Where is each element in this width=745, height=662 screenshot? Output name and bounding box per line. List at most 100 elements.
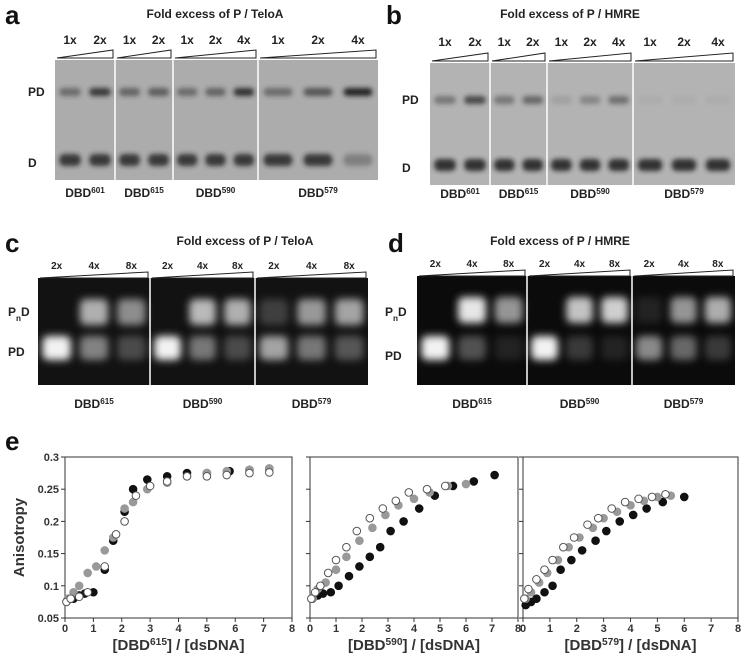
- x-tick-label: 5: [204, 623, 210, 635]
- data-point: [331, 555, 341, 565]
- data-point: [548, 555, 557, 565]
- x-tick-label: 4: [411, 623, 418, 635]
- band: [148, 154, 169, 166]
- y-tick-label: 0.25: [38, 484, 59, 496]
- data-point: [634, 494, 643, 504]
- band-label-part: PD: [8, 345, 25, 359]
- data-point: [131, 491, 141, 500]
- smear: [154, 336, 181, 360]
- gel-title: Fold excess of P / TeloA: [147, 7, 284, 21]
- gel-title: Fold excess of P / HMRE: [490, 234, 630, 248]
- smear: [334, 336, 364, 360]
- band: [551, 96, 572, 104]
- data-point: [461, 479, 471, 489]
- data-point: [120, 517, 129, 526]
- smear: [117, 299, 146, 325]
- lane-label: 2x: [526, 35, 540, 49]
- x-tick-label: 5: [654, 623, 660, 635]
- sample-label: DBD615: [74, 397, 114, 412]
- x-tick-label: 0: [307, 623, 313, 635]
- x-tick-label: 3: [601, 623, 607, 635]
- band: [493, 96, 515, 104]
- band-label-part: PD: [28, 85, 45, 99]
- y-axis-label: Anisotropy: [11, 497, 28, 577]
- lane-label: 2x: [51, 261, 63, 272]
- band: [637, 159, 663, 171]
- plot-frame: [64, 456, 293, 619]
- sample-label-part: DBD: [664, 397, 690, 411]
- lane-label: 8x: [503, 259, 515, 270]
- data-point: [607, 504, 616, 513]
- sample-label: DBD579: [664, 187, 704, 202]
- data-point: [344, 571, 354, 581]
- data-point: [342, 542, 351, 552]
- data-point: [532, 594, 541, 603]
- x-tick-label: 7: [489, 623, 495, 635]
- lane-label: 8x: [232, 261, 244, 272]
- band: [522, 96, 544, 104]
- data-point: [577, 546, 587, 555]
- sample-label-part: DBD: [124, 186, 150, 200]
- x-tick-label: 7: [261, 623, 267, 635]
- lane-label: 1x: [271, 33, 285, 47]
- smear: [224, 299, 251, 325]
- lane-label: 2x: [311, 33, 325, 47]
- sample-label-part: 579: [324, 186, 338, 195]
- data-point: [559, 542, 568, 552]
- data-point: [661, 490, 670, 499]
- band: [89, 154, 111, 166]
- gel-title: Fold excess of P / TeloA: [177, 234, 314, 248]
- data-point: [91, 562, 101, 571]
- y-tick-label: 0.3: [44, 452, 59, 464]
- sample-label-part: DBD: [65, 186, 91, 200]
- panel-letter: c: [5, 228, 19, 258]
- x-axis-label: [DBD615] / [dsDNA]: [113, 637, 245, 655]
- concentration-wedge: [116, 49, 172, 59]
- lane-label: 4x: [88, 261, 100, 272]
- data-point: [355, 536, 364, 546]
- x-axis-label-part: [DBD: [565, 637, 603, 654]
- band-label-part: D: [28, 156, 37, 170]
- smear: [601, 297, 628, 323]
- x-axis-label-part: [DBD: [348, 637, 386, 654]
- lane-label: 4x: [237, 33, 251, 47]
- data-point: [120, 504, 129, 513]
- x-tick-label: 8: [515, 623, 521, 635]
- lane-label: 2x: [468, 35, 482, 49]
- band: [493, 159, 515, 171]
- sample-label-part: DBD: [452, 397, 478, 411]
- data-point: [74, 592, 84, 602]
- lane-label: 4x: [466, 259, 478, 270]
- sample-label-part: DBD: [664, 187, 690, 201]
- lane-label: 8x: [712, 259, 724, 270]
- smear: [334, 299, 364, 325]
- x-tick-label: 8: [289, 623, 295, 635]
- data-point: [679, 492, 689, 502]
- band-label: PnD: [8, 305, 30, 323]
- lane-label: 8x: [609, 259, 621, 270]
- sample-label: DBD590: [196, 186, 236, 201]
- lane-label: 1x: [180, 33, 194, 47]
- data-point: [593, 513, 603, 523]
- x-axis-label-part: ] / [dsDNA]: [619, 637, 697, 654]
- data-point: [583, 520, 592, 529]
- data-point: [404, 488, 414, 497]
- band: [464, 96, 486, 104]
- x-tick-label: 5: [437, 623, 443, 635]
- band-label: D: [402, 161, 411, 175]
- band: [464, 159, 486, 171]
- x-tick-label: 1: [333, 623, 339, 635]
- sample-label: DBD590: [570, 187, 610, 202]
- smear: [79, 336, 109, 360]
- data-point: [642, 504, 651, 513]
- data-point: [569, 533, 579, 542]
- y-tick-label: 0.15: [38, 549, 59, 561]
- lane-label: 1x: [438, 35, 452, 49]
- smear: [704, 297, 731, 323]
- smear: [636, 297, 663, 323]
- data-point: [111, 529, 121, 539]
- data-point: [355, 562, 364, 571]
- sample-label: DBD615: [499, 187, 539, 202]
- panel-letter: b: [386, 0, 402, 30]
- band: [148, 88, 169, 96]
